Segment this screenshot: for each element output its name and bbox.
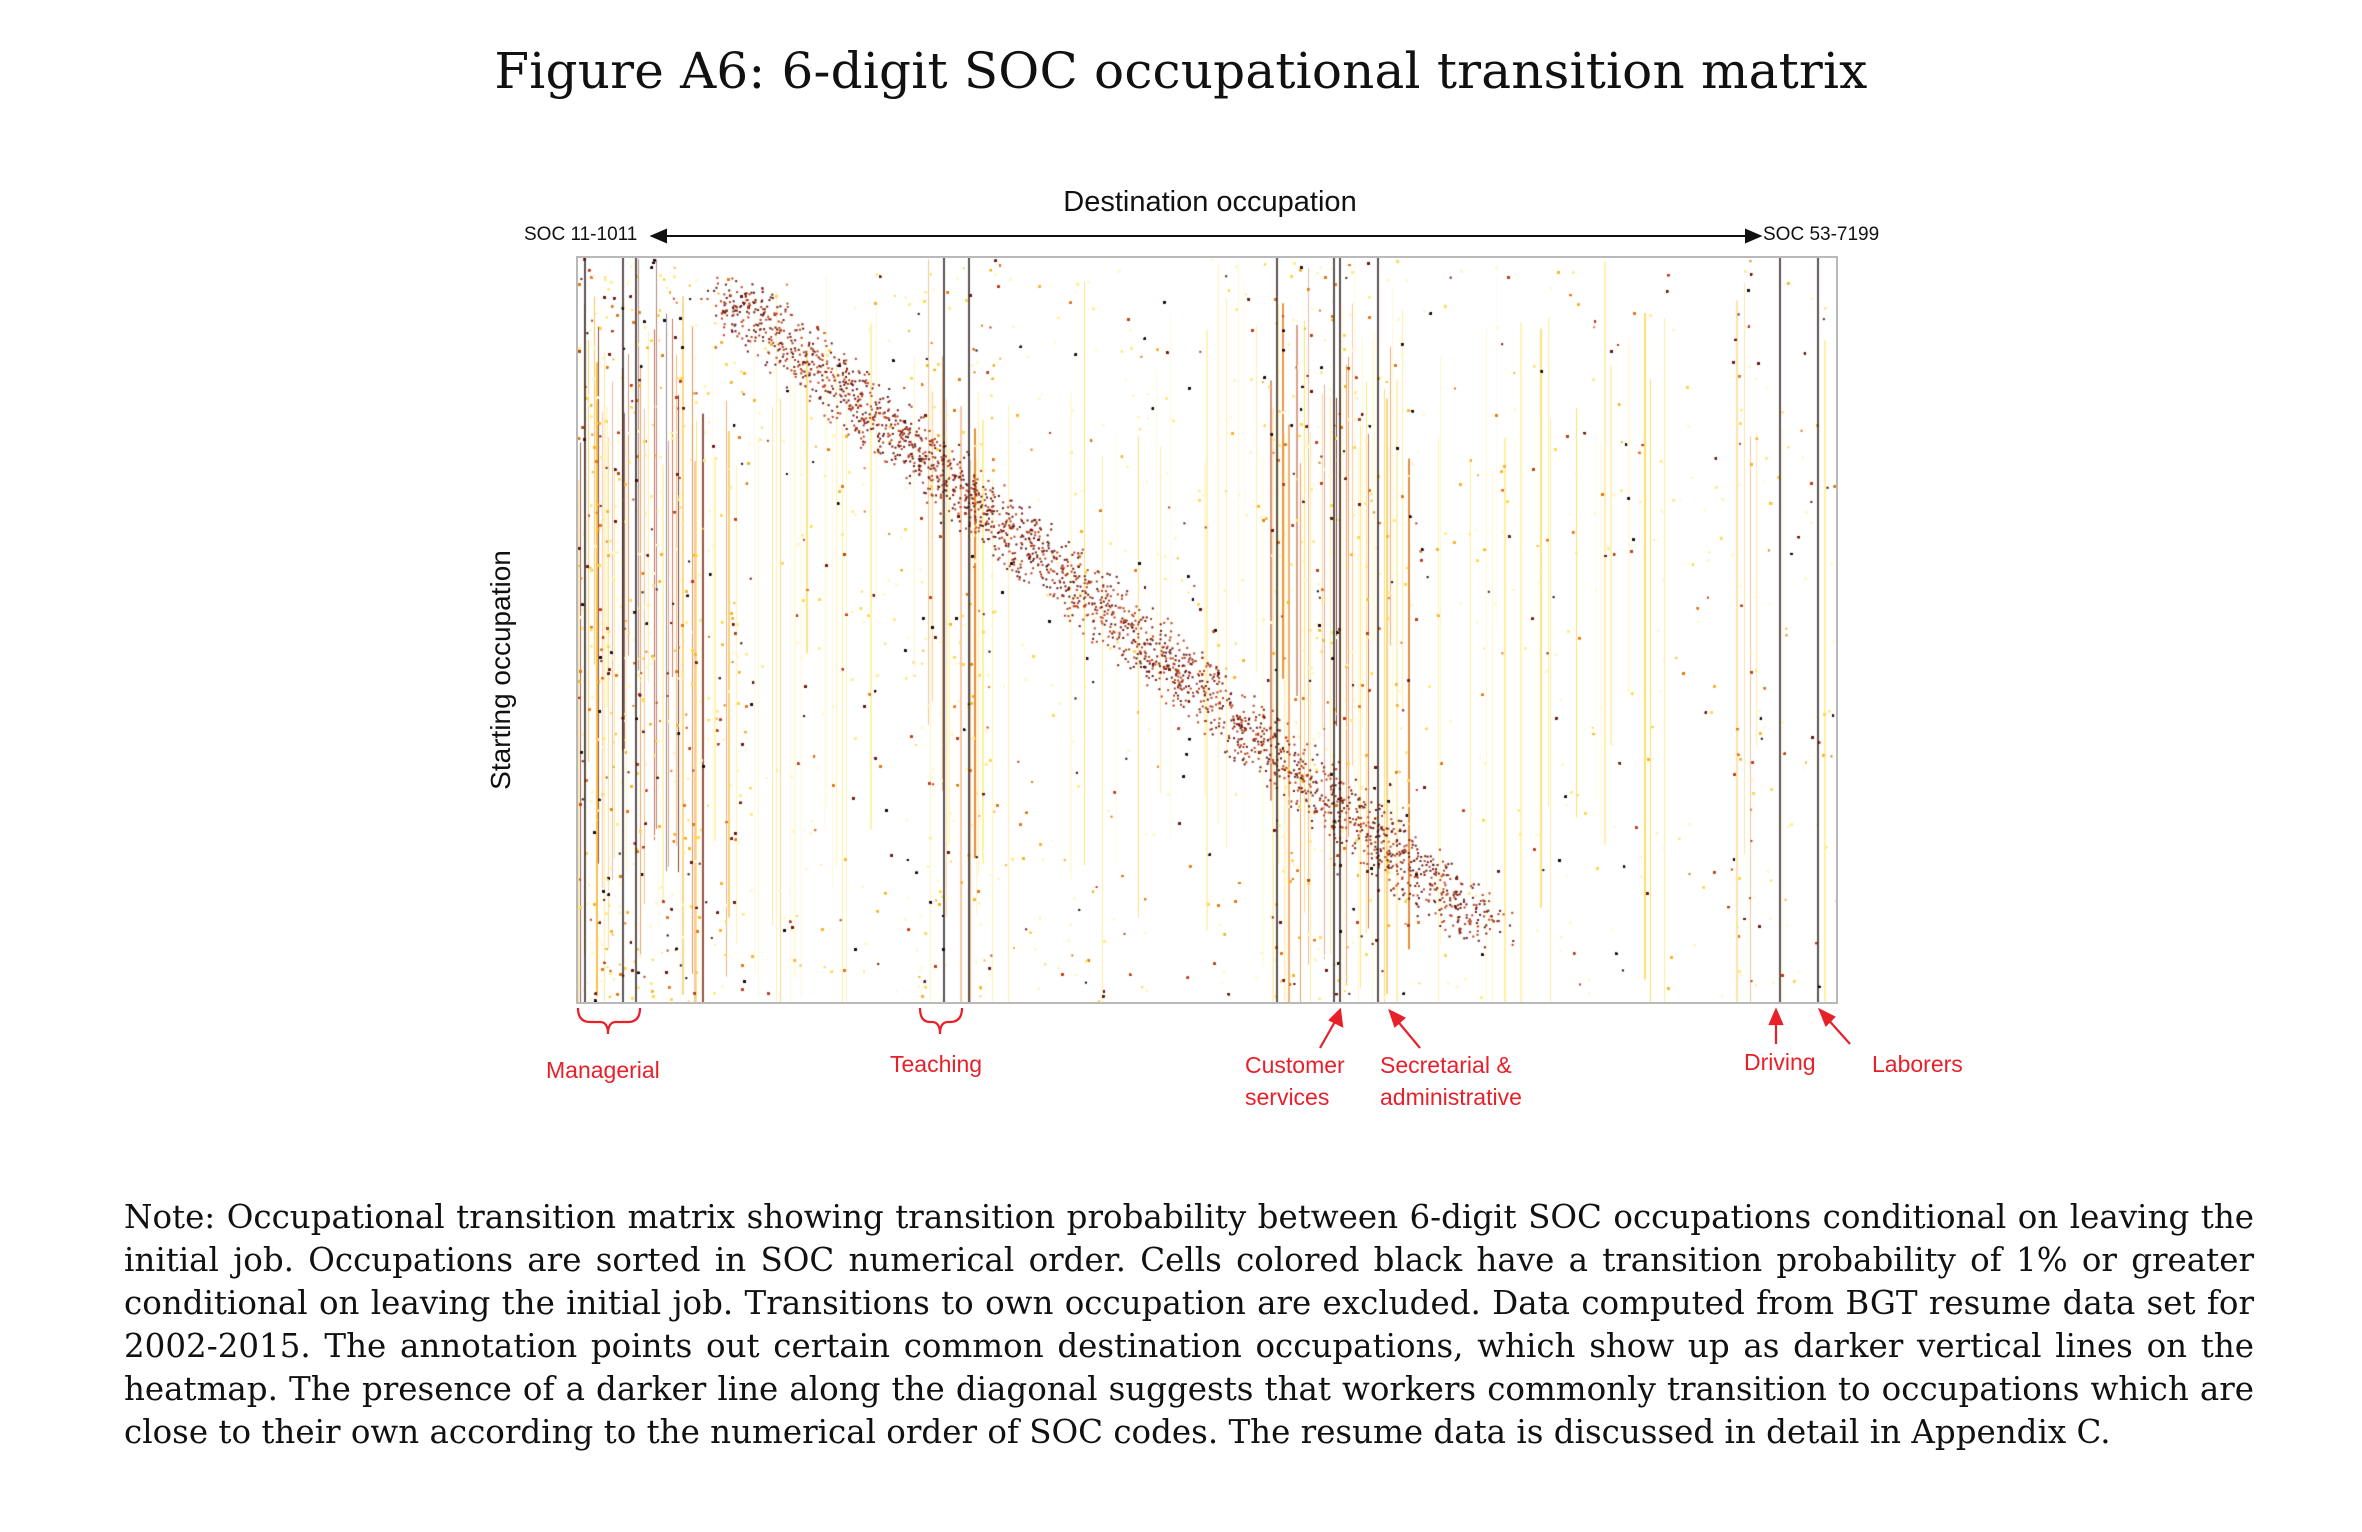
x-start-code: SOC 11-1011 (524, 224, 638, 245)
annotation-laborers: Laborers (1872, 1051, 1963, 1077)
annotation-secretarial-line2: administrative (1380, 1084, 1522, 1110)
x-axis-label: Destination occupation (1063, 186, 1357, 218)
annotation-teaching: Teaching (890, 1051, 983, 1077)
driving-arrow (1768, 1007, 1784, 1044)
managerial-brace (576, 1007, 642, 1035)
annotation-customer-services-line2: services (1245, 1084, 1330, 1110)
transition-heatmap (576, 256, 1838, 1004)
figure-title: Figure A6: 6-digit SOC occupational tran… (494, 42, 1868, 100)
annotation-driving: Driving (1744, 1049, 1816, 1075)
secretarial-arrow (1388, 1008, 1421, 1049)
annotation-managerial: Managerial (546, 1057, 660, 1083)
annotation-customer-services-line1: Customer (1245, 1052, 1345, 1078)
teaching-brace (918, 1007, 964, 1035)
x-end-code: SOC 53-7199 (1763, 224, 1880, 245)
laborers-arrow (1817, 1007, 1851, 1045)
figure-note: Note: Occupational transition matrix sho… (124, 1198, 2254, 1451)
y-axis-label: Starting occupation (485, 550, 516, 790)
annotation-secretarial-line1: Secretarial & (1380, 1052, 1512, 1078)
destination-arrow (649, 228, 1763, 244)
customer-services-arrow (1319, 1007, 1344, 1049)
heatmap-canvas (578, 258, 1836, 1002)
